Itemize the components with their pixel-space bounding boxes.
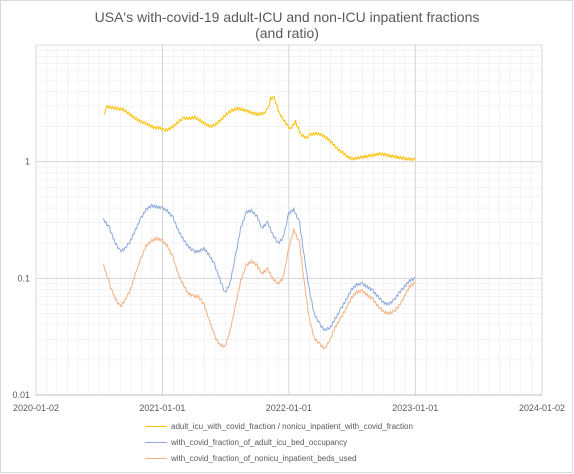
legend-item-nonicu: with_covid_fraction_of_nonicu_inpatient_… [145, 452, 356, 464]
series-line-icu [103, 203, 416, 332]
legend-label-icu: with_covid_fraction_of_adult_icu_bed_occ… [171, 437, 348, 447]
legend-label-ratio: adult_icu_with_covid_fraction / nonicu_i… [171, 421, 413, 431]
x-tick-label: 2024-01-02 [519, 403, 565, 413]
legend-item-ratio: adult_icu_with_covid_fraction / nonicu_i… [145, 420, 413, 432]
legend-item-icu: with_covid_fraction_of_adult_icu_bed_occ… [145, 436, 347, 448]
x-tick-label: 2022-01-01 [266, 403, 312, 413]
x-tick-label: 2023-01-01 [392, 403, 438, 413]
legend-swatch-nonicu [145, 457, 167, 459]
series-line-ratio [103, 96, 416, 162]
y-tick-label: 1 [25, 157, 30, 167]
legend-label-nonicu: with_covid_fraction_of_nonicu_inpatient_… [171, 453, 357, 463]
chart-title-line2: (and ratio) [255, 25, 319, 41]
legend-swatch-ratio [145, 425, 167, 427]
y-tick-label: 0.01 [12, 390, 30, 400]
series-line-nonicu [103, 228, 416, 350]
y-tick-label: 0.1 [17, 273, 30, 283]
x-tick-label: 2021-01-01 [139, 403, 185, 413]
legend-swatch-icu [145, 441, 167, 443]
chart-title-line1: USA's with-covid-19 adult-ICU and non-IC… [94, 9, 480, 25]
x-tick-label: 2020-01-02 [13, 403, 59, 413]
